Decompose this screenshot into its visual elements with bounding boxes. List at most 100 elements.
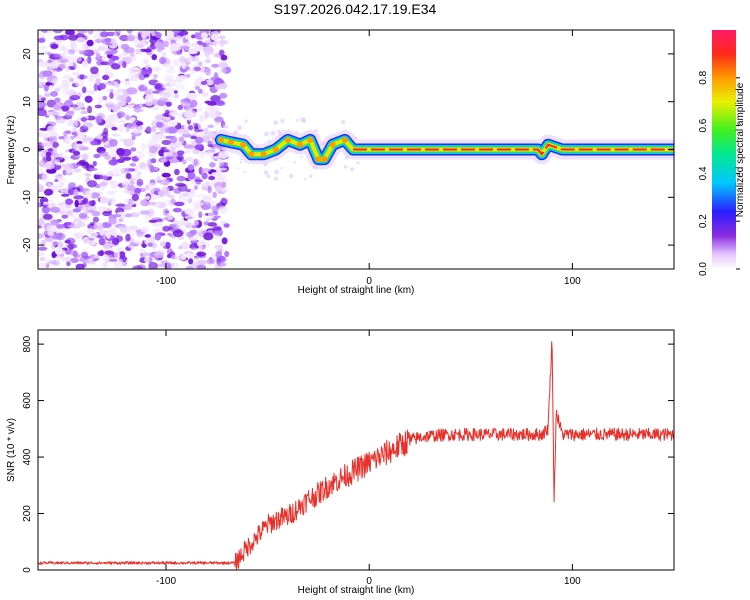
noise-blob [68,61,74,67]
noise-blob [78,221,86,228]
noise-blob [130,212,140,218]
snr-y-ticks: 0 200 400 600 800 [22,335,674,573]
noise-blob [212,226,222,231]
noise-blob [86,89,96,95]
noise-blob [122,80,131,84]
noise-speck [356,161,360,165]
noise-blob [175,83,185,90]
noise-blob [179,197,190,202]
noise-blob [107,58,113,67]
noise-blob [121,148,132,157]
noise-blob [73,188,79,197]
track-blob [307,136,314,143]
noise-blob [191,34,196,39]
noise-blob [44,162,55,170]
noise-speck [266,174,271,178]
noise-blob [97,250,104,257]
noise-blob [85,115,96,121]
noise-blob [223,223,230,228]
noise-blob [202,135,211,143]
noise-blob [71,131,78,136]
noise-blob [92,74,100,79]
noise-blob [63,222,72,226]
noise-speck [236,167,239,170]
noise-speck [264,131,269,137]
noise-blob [47,231,55,237]
noise-blob [109,92,114,99]
noise-blob [66,261,71,267]
noise-blob [116,100,127,107]
noise-blob [186,252,192,257]
noise-blob [219,35,226,40]
noise-blob [84,45,90,49]
noise-blob [202,195,212,203]
noise-blob [54,247,63,255]
noise-blob [127,243,135,249]
noise-blob [109,139,118,147]
noise-blob [118,218,124,223]
noise-blob [165,76,173,83]
noise-blob [38,37,46,43]
noise-blob [149,188,155,196]
noise-blob [164,126,175,134]
track-blob [217,136,224,143]
noise-blob [145,201,157,206]
noise-blob [177,74,187,82]
noise-blob [135,48,142,55]
noise-speck [304,177,307,181]
noise-blob [217,83,228,90]
noise-speck [273,176,278,181]
noise-blob [109,89,114,93]
noise-blob [65,130,72,134]
noise-blob [47,59,53,63]
noise-blob [169,146,176,154]
noise-blob [209,162,216,168]
noise-blob [190,188,196,195]
noise-blob [118,124,124,133]
noise-blob [158,97,169,102]
noise-blob [80,251,89,259]
noise-blob [72,91,77,96]
noise-blob [38,169,45,175]
noise-blob [104,140,109,147]
noise-blob [69,95,81,101]
noise-blob [107,226,114,233]
noise-blob [125,115,131,121]
noise-blob [184,208,194,216]
noise-blob [208,175,216,181]
noise-blob [123,47,135,54]
noise-blob [57,176,64,181]
noise-blob [61,52,66,57]
noise-blob [90,140,98,146]
noise-blob [155,135,162,141]
noise-blob [91,30,102,34]
noise-blob [42,30,48,34]
noise-blob [136,178,144,186]
noise-blob [220,54,228,61]
noise-blob [58,242,64,248]
noise-blob [217,206,228,214]
noise-blob [82,236,90,244]
noise-blob [59,45,66,52]
noise-blob [193,158,198,167]
noise-speck [225,125,229,129]
colorbar: 0.0 0.2 0.4 0.6 0.8 Normalized spectral ampl… [698,30,746,276]
noise-blob [78,212,88,219]
noise-blob [145,126,152,134]
noise-blob [182,159,187,165]
noise-blob [198,245,206,251]
noise-blob [152,228,163,233]
noise-blob [180,255,187,261]
noise-blob [122,61,127,69]
noise-blob [206,217,211,222]
colorbar-tick-label: 0.0 [698,262,709,276]
noise-blob [165,30,175,38]
noise-blob [39,101,47,108]
noise-blob [218,151,229,159]
noise-blob [65,250,72,255]
noise-blob [104,123,116,129]
noise-blob [38,217,45,226]
noise-blob [173,201,185,207]
noise-blob [98,237,106,246]
noise-blob [125,56,132,64]
